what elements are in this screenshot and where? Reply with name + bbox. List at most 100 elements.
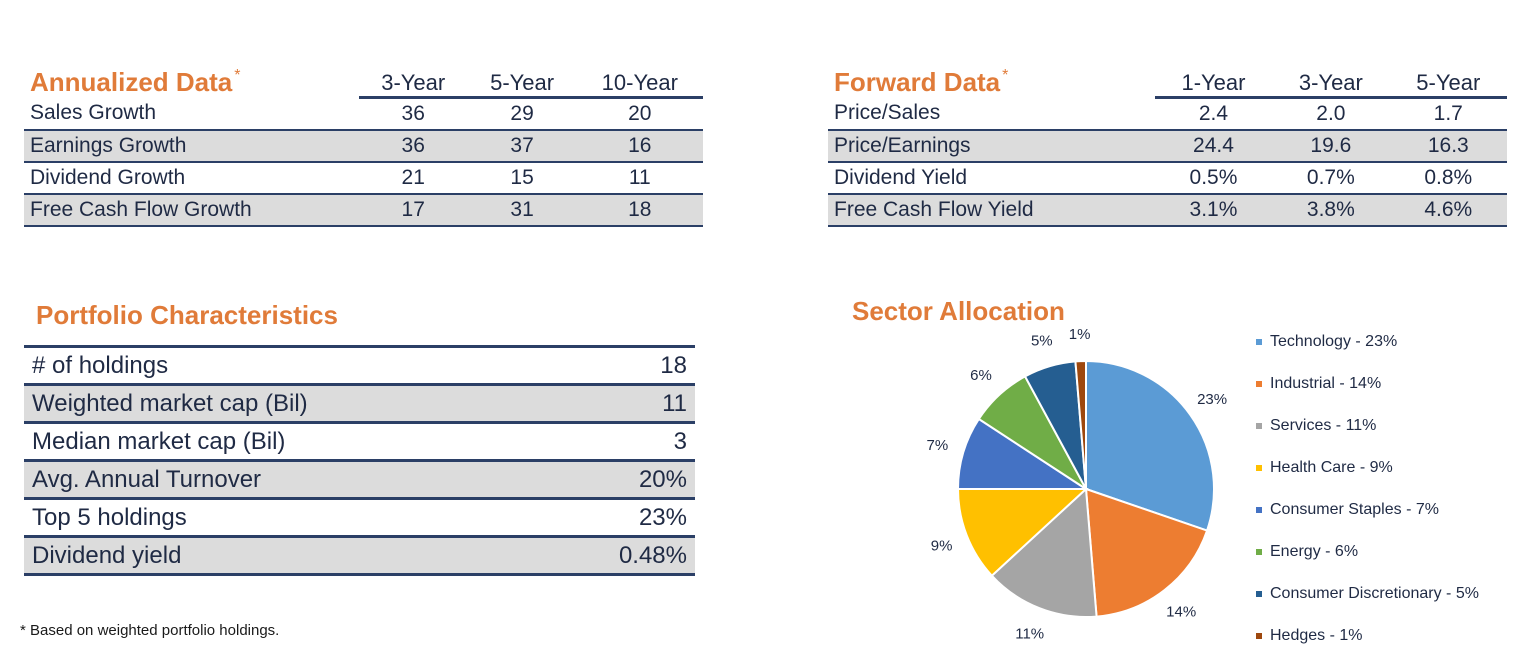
annualized-col-header: 5-Year xyxy=(467,62,577,99)
legend-label: Services - 11% xyxy=(1270,417,1377,434)
cell-value: 16.3 xyxy=(1389,130,1507,163)
cell-value: 0.7% xyxy=(1272,162,1390,195)
legend-item: Energy - 6% xyxy=(1256,540,1479,582)
legend-label: Health Care - 9% xyxy=(1270,459,1393,476)
legend-label: Energy - 6% xyxy=(1270,543,1359,560)
pie-data-label: 1% xyxy=(1069,326,1091,343)
table-row: # of holdings 18 xyxy=(24,346,695,386)
cell-value: 0.5% xyxy=(1154,162,1273,195)
cell-value: 4.6% xyxy=(1389,194,1507,227)
footnote-mark: * xyxy=(20,622,26,639)
legend-swatch xyxy=(1256,422,1262,429)
row-label: Weighted market cap (Bil) xyxy=(24,384,545,424)
pie-data-label: 11% xyxy=(1015,625,1044,642)
row-label: Dividend yield xyxy=(24,536,545,576)
pie-data-label: 14% xyxy=(1166,603,1196,620)
cell-value: 0.8% xyxy=(1389,162,1507,195)
legend-swatch xyxy=(1256,632,1262,639)
legend-label: Consumer Discretionary - 5% xyxy=(1270,585,1479,602)
table-row: Top 5 holdings 23% xyxy=(24,498,695,538)
cell-value: 36 xyxy=(358,97,468,131)
row-label: Dividend Growth xyxy=(24,162,359,195)
row-value: 0.48% xyxy=(544,536,695,576)
cell-value: 3.8% xyxy=(1272,194,1390,227)
row-label: Median market cap (Bil) xyxy=(24,422,545,462)
forward-col-header: 3-Year xyxy=(1272,62,1390,99)
pie-slice-services xyxy=(990,486,1098,618)
cell-value: 29 xyxy=(467,97,577,131)
row-label: Price/Sales xyxy=(828,97,1155,131)
legend-swatch xyxy=(1256,338,1262,345)
annualized-col-header: 10-Year xyxy=(576,62,703,99)
legend-label: Industrial - 14% xyxy=(1270,375,1382,392)
forward-asterisk: * xyxy=(1002,66,1009,84)
legend-item: Health Care - 9% xyxy=(1256,456,1479,498)
forward-data-title: Forward Data xyxy=(834,66,1001,97)
pie-slice-industrial xyxy=(1084,487,1209,618)
annualized-asterisk: * xyxy=(234,66,241,84)
row-label: Dividend Yield xyxy=(828,162,1155,195)
footnote: * Based on weighted portfolio holdings. xyxy=(20,622,279,639)
table-row: Price/Earnings 24.4 19.6 16.3 xyxy=(828,130,1507,163)
row-value: 20% xyxy=(544,460,695,500)
row-value: 11 xyxy=(544,384,695,424)
forward-data-table: Forward Data * 1-Year 3-Year 5-Year Price… xyxy=(828,62,1507,227)
cell-value: 36 xyxy=(358,130,468,163)
cell-value: 16 xyxy=(576,130,703,163)
legend-label: Technology - 23% xyxy=(1270,333,1398,350)
legend-label: Hedges - 1% xyxy=(1270,627,1363,644)
table-row: Dividend Growth 21 15 11 xyxy=(24,162,703,195)
row-label: Price/Earnings xyxy=(828,130,1155,163)
legend-item: Consumer Discretionary - 5% xyxy=(1256,582,1479,624)
pie-slice-hedges xyxy=(1074,359,1087,490)
cell-value: 20 xyxy=(576,97,703,131)
pie-data-label: 5% xyxy=(1031,332,1053,349)
footnote-text: Based on weighted portfolio holdings. xyxy=(30,622,280,639)
table-row: Avg. Annual Turnover 20% xyxy=(24,460,695,500)
legend-item: Consumer Staples - 7% xyxy=(1256,498,1479,540)
table-row: Weighted market cap (Bil) 11 xyxy=(24,384,695,424)
cell-value: 11 xyxy=(576,162,703,195)
cell-value: 19.6 xyxy=(1272,130,1390,163)
row-label: # of holdings xyxy=(24,346,545,386)
forward-col-header: 1-Year xyxy=(1154,62,1273,99)
portfolio-characteristics-title: Portfolio Characteristics xyxy=(36,300,338,330)
table-row: Dividend yield 0.48% xyxy=(24,536,695,576)
legend-item: Industrial - 14% xyxy=(1256,372,1479,414)
cell-value: 37 xyxy=(467,130,577,163)
pie-data-label: 23% xyxy=(1197,391,1227,408)
row-value: 18 xyxy=(544,346,695,386)
legend-swatch xyxy=(1256,506,1262,513)
legend-swatch xyxy=(1256,380,1262,387)
table-row: Sales Growth 36 29 20 xyxy=(24,97,703,131)
cell-value: 24.4 xyxy=(1154,130,1273,163)
row-label: Free Cash Flow Yield xyxy=(828,194,1155,227)
cell-value: 18 xyxy=(576,194,703,227)
cell-value: 17 xyxy=(358,194,468,227)
portfolio-characteristics-table: # of holdings 18 Weighted market cap (Bi… xyxy=(24,345,695,576)
annualized-data-title: Annualized Data xyxy=(30,66,233,97)
pie-legend: Technology - 23% Industrial - 14% Servic… xyxy=(1256,330,1479,666)
pie-slice-technology xyxy=(1085,359,1215,532)
pie-data-label: 9% xyxy=(931,537,953,554)
pie-slice-health-care xyxy=(956,488,1089,578)
legend-label: Consumer Staples - 7% xyxy=(1270,501,1439,518)
row-label: Earnings Growth xyxy=(24,130,359,163)
row-value: 23% xyxy=(544,498,695,538)
table-row: Free Cash Flow Yield 3.1% 3.8% 4.6% xyxy=(828,194,1507,227)
row-value: 3 xyxy=(544,422,695,462)
sector-allocation-title: Sector Allocation xyxy=(852,296,1065,326)
legend-swatch xyxy=(1256,464,1262,471)
forward-col-header: 5-Year xyxy=(1389,62,1507,99)
row-label: Sales Growth xyxy=(24,97,359,131)
cell-value: 31 xyxy=(467,194,577,227)
row-label: Avg. Annual Turnover xyxy=(24,460,545,500)
table-row: Free Cash Flow Growth 17 31 18 xyxy=(24,194,703,227)
cell-value: 15 xyxy=(467,162,577,195)
cell-value: 21 xyxy=(358,162,468,195)
row-label: Free Cash Flow Growth xyxy=(24,194,359,227)
sector-allocation-pie-chart: 23% 14% 11% 9% 7% 6% 5% 1% xyxy=(927,326,1228,642)
cell-value: 3.1% xyxy=(1154,194,1273,227)
row-label: Top 5 holdings xyxy=(24,498,545,538)
legend-item: Technology - 23% xyxy=(1256,330,1479,372)
